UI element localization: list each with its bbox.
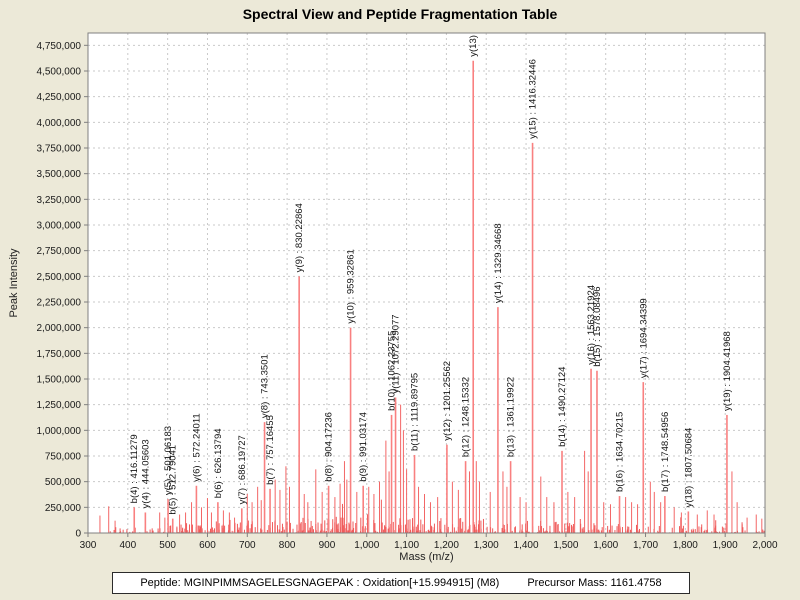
fragment-peak-label: y(10) : 959.32861 (346, 249, 357, 323)
fragment-peak-label: b(6) : 626.13794 (213, 428, 224, 498)
x-tick-label: 2,000 (752, 540, 777, 551)
peptide-info-box: Peptide: MGINPIMMSAGELESGNAGEPAK : Oxida… (112, 572, 690, 594)
x-tick-label: 1,200 (434, 540, 459, 551)
x-tick-label: 1,500 (553, 540, 578, 551)
x-tick-label: 1,300 (474, 540, 499, 551)
x-tick-label: 700 (239, 540, 256, 551)
fragment-peak-label: b(16) : 1634.70215 (615, 412, 626, 492)
fragment-peak-label: b(13) : 1361.19922 (506, 377, 517, 457)
y-tick-label: 2,000,000 (37, 323, 82, 334)
fragment-peak-label: y(6) : 572.24011 (191, 413, 202, 481)
fragment-peak-label: b(5) : 512.79041 (168, 445, 179, 515)
fragment-peak-label: b(14) : 1490.27124 (557, 367, 568, 447)
x-tick-label: 600 (199, 540, 216, 551)
fragment-peak-label: y(7) : 686.19727 (237, 435, 248, 504)
y-tick-label: 4,250,000 (37, 92, 82, 103)
fragment-peak-label: y(11) : 1072.29077 (391, 314, 402, 393)
x-tick-label: 500 (159, 540, 176, 551)
fragment-peak-label: y(4) : 444.05603 (140, 439, 151, 508)
fragment-peak-label: b(17) : 1748.54956 (660, 412, 671, 492)
plot-background (88, 33, 765, 533)
precursor-mass-info: Precursor Mass: 1161.4758 (527, 577, 662, 589)
y-tick-label: 500,000 (45, 477, 82, 488)
fragment-peak-label: y(14) : 1329.34668 (493, 223, 504, 303)
x-tick-label: 1,600 (593, 540, 618, 551)
x-tick-label: 900 (319, 540, 336, 551)
y-tick-label: 2,500,000 (37, 272, 82, 283)
fragment-peak-label: b(11) : 1119.89795 (410, 373, 421, 451)
y-tick-label: 3,000,000 (37, 220, 82, 231)
y-tick-label: 1,000,000 (37, 426, 82, 437)
y-tick-label: 3,750,000 (37, 143, 82, 154)
y-tick-label: 250,000 (45, 503, 82, 514)
peptide-info: Peptide: MGINPIMMSAGELESGNAGEPAK : Oxida… (140, 577, 500, 589)
y-tick-label: 3,500,000 (37, 169, 82, 180)
fragment-peak-label: y(9) : 830.22864 (294, 203, 305, 272)
fragment-peak-label: b(15) : 1578.08496 (592, 286, 603, 366)
x-tick-label: 400 (119, 540, 136, 551)
fragment-peak-label: y(15) : 1416.32446 (528, 59, 539, 139)
x-tick-label: 1,100 (394, 540, 419, 551)
x-tick-label: 1,400 (514, 540, 539, 551)
fragment-peak-label: y(12) : 1201.25562 (442, 361, 453, 441)
fragment-peak-label: y(13) (468, 35, 479, 57)
y-tick-label: 1,500,000 (37, 374, 82, 385)
y-tick-label: 1,750,000 (37, 349, 82, 360)
fragment-peak-label: b(7) : 757.16455 (265, 415, 276, 485)
y-tick-label: 0 (75, 529, 81, 540)
fragment-peak-label: b(8) : 904.17236 (324, 412, 335, 482)
x-tick-label: 1,000 (354, 540, 379, 551)
y-tick-label: 4,500,000 (37, 66, 82, 77)
y-tick-label: 4,000,000 (37, 118, 82, 129)
fragment-peak-label: b(9) : 991.03174 (358, 412, 369, 482)
y-tick-label: 3,250,000 (37, 195, 82, 206)
x-axis-title: Mass (m/z) (399, 551, 454, 563)
fragment-peak-label: y(19) : 1904.41968 (722, 331, 733, 411)
fragment-peak-label: y(5) : 501.06183 (163, 426, 174, 495)
fragment-peak-label: y(18) : 1807.50684 (683, 428, 694, 508)
fragment-peak-label: y(16) : 1563.21924 (586, 285, 597, 365)
chart-title: Spectral View and Peptide Fragmentation … (242, 6, 558, 22)
x-tick-label: 1,900 (713, 540, 738, 551)
fragment-peak-label: b(12) : 1248.15332 (461, 377, 472, 457)
y-tick-label: 4,750,000 (37, 41, 82, 52)
y-tick-label: 2,250,000 (37, 297, 82, 308)
y-tick-label: 750,000 (45, 451, 82, 462)
fragment-peak-label: y(8) : 743.3501 (260, 354, 271, 418)
y-tick-label: 1,250,000 (37, 400, 82, 411)
fragment-peak-label: b(4) : 416.11279 (129, 434, 140, 503)
x-tick-label: 1,800 (673, 540, 698, 551)
x-tick-label: 300 (80, 540, 97, 551)
fragment-peak-label: y(17) : 1694.34399 (638, 298, 649, 378)
fragment-peak-label: b(10) : 1062.23755 (387, 331, 398, 411)
plot-border (87, 32, 766, 534)
x-tick-label: 800 (279, 540, 296, 551)
x-tick-label: 1,700 (633, 540, 658, 551)
y-tick-label: 2,750,000 (37, 246, 82, 257)
